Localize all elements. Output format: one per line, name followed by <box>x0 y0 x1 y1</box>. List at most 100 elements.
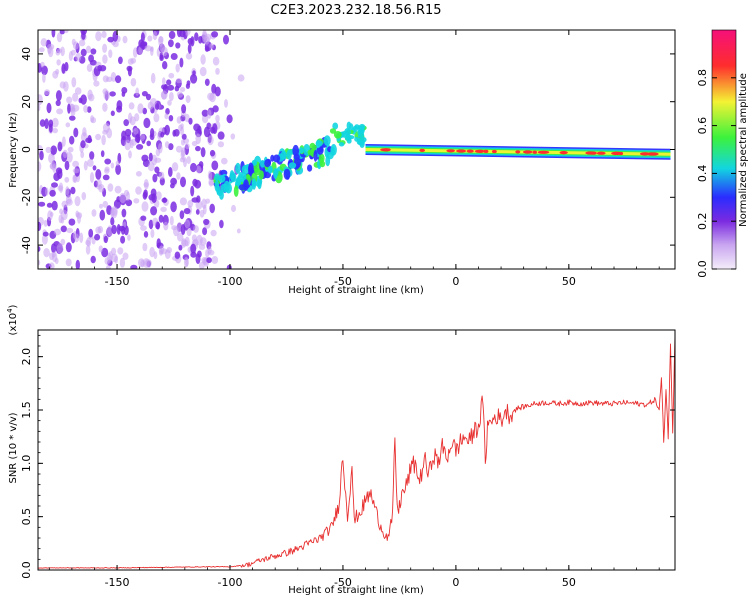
spectrogram-noise-cell <box>215 114 220 123</box>
x-tick-label: 0 <box>452 576 459 589</box>
spectrogram-noise-cell <box>194 32 199 42</box>
spectrogram-noise-cell <box>168 143 174 151</box>
spectrogram-noise-cell <box>174 251 181 259</box>
spectrogram-noise-cell <box>137 103 144 114</box>
spectrogram-band-cell <box>257 178 262 190</box>
spectrogram-noise-cell <box>56 108 64 115</box>
spectrogram-noise-cell <box>168 167 173 177</box>
spectrogram-noise-cell <box>65 242 72 253</box>
spectrogram-noise-cell <box>49 163 55 170</box>
spectrogram-noise-cell <box>71 38 76 46</box>
snr-x-label: Height of straight line (km) <box>288 585 424 596</box>
spectrogram-noise-cell <box>161 46 168 57</box>
colorbar-tick-label: 0.4 <box>696 165 709 183</box>
spectrogram-noise-cell <box>63 30 69 34</box>
spectrogram-noise-cell <box>209 43 214 49</box>
spectrogram-peak-cell <box>419 148 426 152</box>
x-tick-label: -100 <box>218 576 243 589</box>
spectrogram-noise-cell <box>169 91 174 102</box>
spectrogram-band-cell <box>330 146 335 156</box>
spectrogram-noise-cell <box>64 61 69 72</box>
spectrogram-noise-cell <box>135 171 142 177</box>
spectrogram-noise-cell <box>223 34 229 45</box>
spectrogram-peak-cell <box>349 123 354 131</box>
spectrogram-noise-cell <box>43 248 50 258</box>
spectrogram-noise-cell <box>70 49 76 56</box>
spectrogram-noise-cell <box>42 231 49 237</box>
spectrogram-noise-cell <box>202 227 208 236</box>
snr-line <box>38 335 675 569</box>
spectrogram-noise-cell <box>147 101 154 110</box>
spectrogram-noise-cell <box>41 65 48 76</box>
spectrogram-noise-cell <box>195 209 200 215</box>
spectrogram-noise-cell <box>66 227 74 234</box>
spectrogram-noise-cell <box>44 89 51 96</box>
spectrogram-noise-cell <box>176 116 182 124</box>
spectrogram-peak-cell <box>338 142 345 147</box>
spectrogram-noise-cell <box>75 259 80 269</box>
spectrogram-noise-cell <box>141 201 149 212</box>
snr-frame <box>37 329 676 571</box>
spectrogram-noise-cell <box>119 192 127 204</box>
spectrogram-noise-cell <box>175 42 181 49</box>
snr-multiplier: (x104) <box>6 304 19 335</box>
spectrogram-noise-cell <box>190 36 195 47</box>
spectrogram-noise-cell <box>145 93 152 101</box>
snr-multiplier-exp: 4 <box>6 308 14 313</box>
spectrogram-noise-cell <box>185 95 191 104</box>
y-tick-label: -20 <box>20 188 33 206</box>
spectrogram-noise-cell <box>134 135 141 143</box>
spectrogram-noise-cell <box>167 100 172 106</box>
spectrogram-noise-cell <box>184 219 191 229</box>
snr-x-axis: -150 -100 -50 0 50 <box>48 330 660 589</box>
spectrogram-noise-cell <box>79 232 84 244</box>
spectrogram-noise-cell <box>212 56 220 66</box>
spectrogram-noise-cell <box>95 169 102 180</box>
spectrogram-noise-cell <box>68 218 76 226</box>
spectrogram-noise-cell <box>61 200 69 208</box>
snr-multiplier-base: (x10 <box>8 313 19 336</box>
snr-series <box>38 335 675 569</box>
spectrogram-noise-cell <box>217 131 225 140</box>
spectrogram-noise-cell <box>47 210 53 222</box>
spectrogram-noise-cell <box>95 31 102 42</box>
x-tick-label: -100 <box>218 275 243 288</box>
spectrogram-noise-cell <box>38 104 41 112</box>
spectrogram-noise-cell <box>148 152 153 162</box>
spectrogram-noise-cell <box>130 77 137 87</box>
spectrogram-noise-cell <box>168 30 176 40</box>
spectrogram-noise-cell <box>60 209 68 221</box>
spectrogram-noise-cell <box>81 192 87 201</box>
spectrogram-noise-cell <box>198 36 203 44</box>
y-tick-label: 0.5 <box>20 508 33 526</box>
spectrogram-noise-cell <box>38 161 42 172</box>
spectrogram-noise-cell <box>133 128 139 135</box>
spectrogram-peak-cell <box>333 131 342 139</box>
spectrogram-noise-cell <box>107 183 114 192</box>
spectrogram-noise-cell <box>191 197 199 203</box>
spectrogram-noise-cell <box>141 91 148 97</box>
spectrogram-peak-cell <box>585 151 596 155</box>
spectrogram-band-cell <box>292 144 300 157</box>
spectrogram-noise-cell <box>50 145 57 155</box>
spectrogram-noise-cell <box>97 225 104 234</box>
spectrogram-noise-cell <box>150 128 155 138</box>
spectrogram-noise-cell <box>158 171 165 180</box>
spectrogram-noise-cell <box>160 206 167 213</box>
spectrogram-noise-cell <box>46 102 52 114</box>
spectrogram-band-cell <box>283 168 291 180</box>
spectrogram-noise-cell <box>144 45 152 52</box>
spectrogram-band-cell <box>251 178 257 190</box>
spectrogram-band-cell <box>235 177 242 187</box>
spectrogram-noise-cell <box>185 52 193 60</box>
spectrogram-peak-cell <box>382 148 391 152</box>
spectrogram-noise-cell <box>49 252 55 261</box>
spectrogram-noise-cell <box>104 168 110 174</box>
spectrogram-noise-cell <box>180 176 186 188</box>
spectrogram-noise-cell <box>237 74 245 82</box>
spectrogram-noise-cell <box>57 169 63 180</box>
spectrogram-band-cell <box>315 139 321 149</box>
spectrogram-noise-cell <box>90 48 97 55</box>
spectrogram-noise-cell <box>133 198 140 204</box>
